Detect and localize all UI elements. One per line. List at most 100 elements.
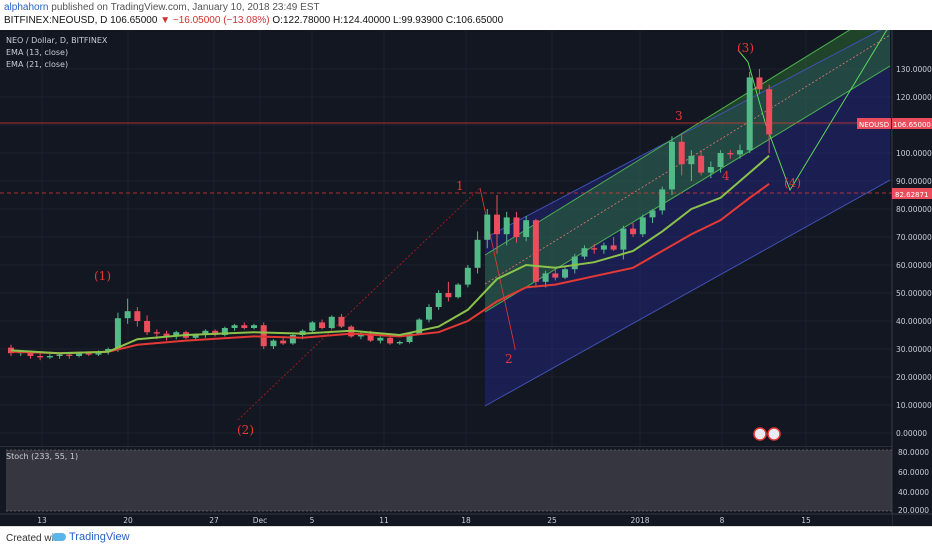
candle-body (134, 311, 141, 321)
candle-body (416, 319, 423, 334)
candle-body (727, 153, 734, 155)
candle-body (280, 340, 287, 344)
published-text: published on TradingView.com, January 10… (51, 2, 320, 13)
symbol-tag (857, 118, 891, 129)
wave-label-4-paren: (4) (784, 176, 801, 190)
tradingview-link[interactable]: TradingView (52, 531, 130, 543)
stoch-label: Stoch (233, 55, 1) (6, 452, 78, 461)
price-change: ▼ −16.05000 (−13.08%) (160, 15, 270, 26)
candle-body (698, 155, 705, 173)
publisher-line: alphahorn published on TradingView.com, … (4, 2, 320, 13)
stoch-axis-tick: 60.0000 (898, 468, 929, 477)
candle-body (27, 351, 34, 356)
candle-body (114, 318, 121, 349)
stoch-pane[interactable]: Stoch (233, 55, 1) (0, 446, 892, 512)
time-axis-tick: 27 (209, 516, 219, 525)
tradingview-brand-text: TradingView (69, 531, 130, 543)
price-axis[interactable]: 130.00000120.00000110.00000100.0000090.0… (891, 30, 932, 526)
candle-body (231, 325, 238, 328)
earnings-flag-icon[interactable] (753, 427, 767, 441)
symbol-info-line: BITFINEX:NEOUSD, D 106.65000 ▼ −16.05000… (4, 15, 503, 26)
tradingview-logo-icon (52, 533, 66, 542)
candle-body (435, 293, 442, 307)
candle-body (153, 332, 160, 334)
time-axis-tick: 20 (123, 516, 133, 525)
event-flag-icon[interactable] (767, 427, 781, 441)
candle-body (591, 248, 598, 250)
candle-body (484, 214, 491, 240)
candle-body (688, 155, 695, 165)
time-axis-tick: 11 (379, 516, 389, 525)
time-axis-tick: 5 (310, 516, 315, 525)
price-tags: NEOUSD 106.65000 82.62871 (857, 118, 932, 199)
wave-label-2-paren: (2) (237, 423, 254, 437)
candle-body (707, 167, 714, 173)
candle-body (494, 214, 500, 235)
candle-body (571, 256, 578, 270)
candle-body (542, 273, 549, 282)
candle-body (610, 245, 617, 250)
legend: NEO / Dollar, D, BITFINEX EMA (13, close… (6, 36, 108, 69)
price-axis-tick: 20.00000 (896, 373, 932, 382)
price-axis-tick: 70.00000 (896, 233, 932, 242)
candle-body (124, 311, 131, 319)
candle-body (620, 228, 627, 250)
candle-body (221, 328, 228, 335)
candle-body (192, 335, 199, 338)
stoch-axis-tick: 80.0000 (898, 448, 929, 457)
candle-body (289, 335, 296, 344)
stoch-axis-tick: 20.0000 (898, 506, 929, 515)
candle-body (202, 330, 209, 335)
level-price-tag-text: 82.62871 (895, 191, 928, 199)
candle-body (396, 342, 403, 344)
candle-body (746, 77, 753, 151)
candle-body (562, 269, 569, 278)
wave-label-1-paren: (1) (94, 269, 111, 283)
author-link[interactable]: alphahorn (4, 2, 49, 13)
event-icons[interactable] (753, 427, 781, 441)
price-axis-tick: 100.00000 (896, 149, 932, 158)
candle-body (105, 349, 112, 352)
last-price-tag-text: 106.65000 (893, 121, 931, 129)
wave-label-3-paren: (3) (737, 41, 754, 55)
last-price-tag (892, 118, 932, 129)
candle-body (338, 316, 345, 327)
candle-body (377, 337, 384, 341)
candle-body (639, 217, 646, 235)
candle-body (766, 89, 773, 135)
candle-body (445, 293, 452, 298)
time-axis-tick: 25 (547, 516, 557, 525)
footer: Created with TradingView (0, 526, 932, 551)
candles (8, 69, 773, 361)
candle-body (367, 333, 374, 341)
created-with-text: Created with (6, 533, 63, 544)
candle-body (76, 353, 83, 356)
stoch-axis: 80.0000 60.0000 40.0000 20.0000 (898, 448, 929, 515)
candle-body (37, 356, 44, 358)
chart-panel[interactable]: (1) (2) 1 2 3 (3) 4 (4) NEO / Dollar, D,… (0, 30, 932, 526)
candle-body (85, 353, 92, 355)
candle-body (756, 77, 763, 90)
price-axis-tick: 120.00000 (896, 93, 932, 102)
candle-body (328, 316, 335, 328)
price-chart[interactable]: (1) (2) 1 2 3 (3) 4 (4) NEO / Dollar, D,… (0, 30, 932, 526)
regression-channel (484, 30, 891, 407)
candle-body (309, 322, 316, 331)
time-axis[interactable]: 13 20 27 Dec 5 11 18 25 2018 8 15 (0, 513, 932, 526)
candle-body (513, 217, 520, 237)
legend-ema21: EMA (21, close) (6, 60, 68, 69)
candle-body (523, 220, 530, 237)
candle-body (464, 267, 471, 285)
candle-body (503, 217, 510, 235)
candle-body (425, 307, 432, 320)
candle-body (668, 141, 675, 190)
price-axis-tick: 10.00000 (896, 401, 932, 410)
candle-body (406, 333, 413, 342)
candle-body (56, 354, 63, 356)
candle-body (717, 153, 724, 167)
candle-body (173, 332, 180, 337)
legend-title: NEO / Dollar, D, BITFINEX (6, 36, 108, 45)
time-axis-tick: 8 (720, 516, 725, 525)
candle-body (737, 150, 743, 155)
ohlc-values: O:122.78000 H:124.40000 L:99.93900 C:106… (272, 15, 504, 26)
